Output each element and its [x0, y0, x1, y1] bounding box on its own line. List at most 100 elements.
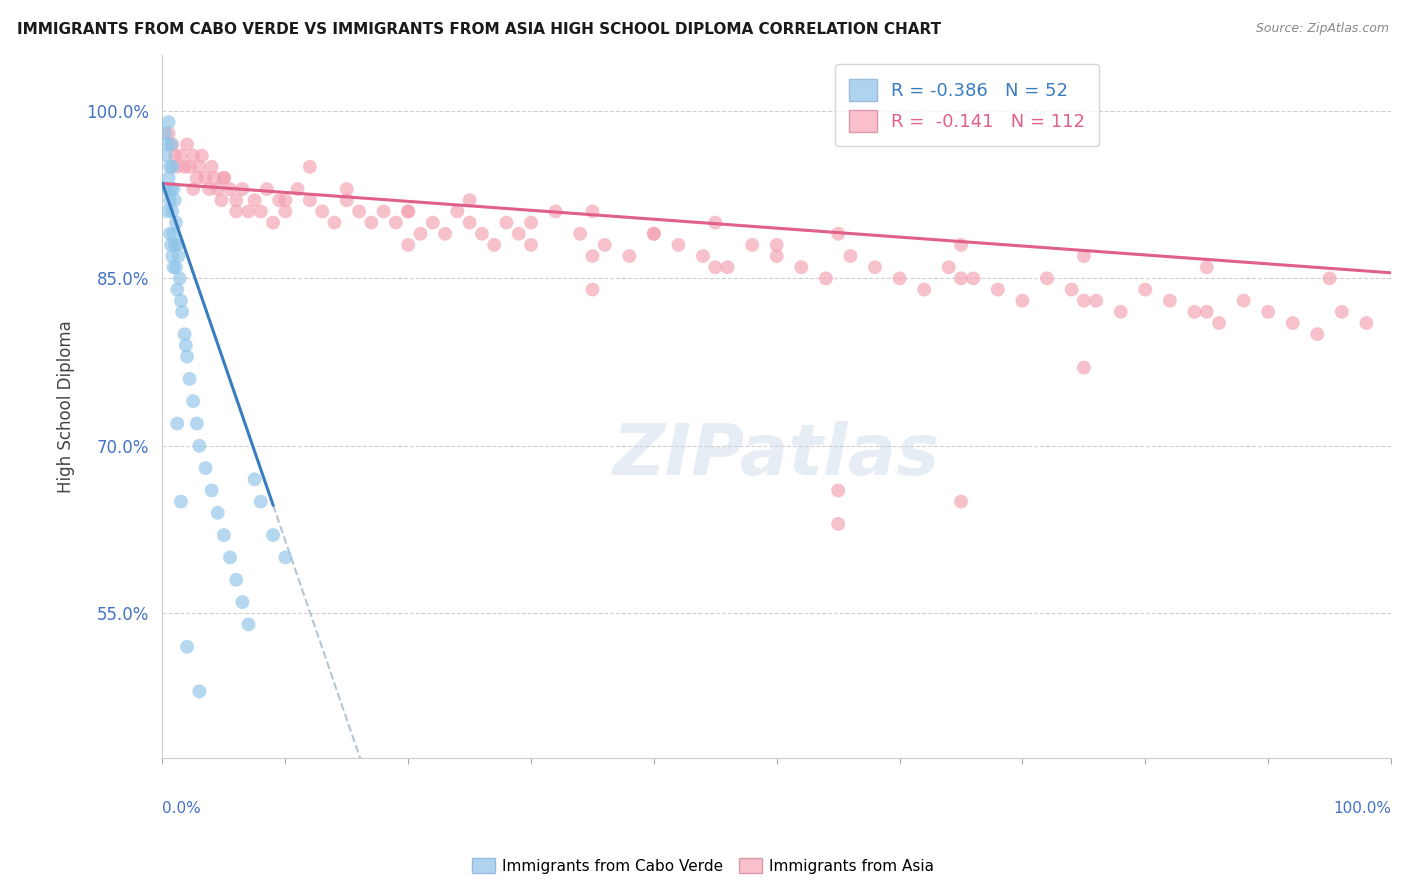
Point [256, 182, 278, 196]
Point [396, 204, 419, 219]
Point [668, 238, 690, 252]
Point [162, 227, 184, 241]
Legend: R = -0.386   N = 52, R =  -0.141   N = 112: R = -0.386 N = 52, R = -0.141 N = 112 [835, 64, 1099, 146]
Point [619, 249, 641, 263]
Text: 100.0%: 100.0% [1333, 800, 1391, 815]
Text: Source: ZipAtlas.com: Source: ZipAtlas.com [1256, 22, 1389, 36]
Point [167, 249, 190, 263]
Point [1330, 305, 1353, 319]
Point [347, 204, 370, 219]
Point [188, 684, 211, 698]
Point [1159, 293, 1181, 308]
Point [165, 260, 187, 275]
Point [219, 550, 242, 565]
Point [225, 573, 247, 587]
Point [169, 271, 191, 285]
Point [827, 516, 849, 531]
Point [153, 126, 176, 140]
Point [704, 216, 727, 230]
Point [643, 227, 665, 241]
Point [765, 249, 787, 263]
Point [863, 260, 886, 275]
Point [160, 238, 183, 252]
Point [385, 216, 408, 230]
Point [482, 238, 505, 252]
Point [269, 193, 291, 207]
Text: 0.0%: 0.0% [163, 800, 201, 815]
Point [765, 238, 787, 252]
Point [1109, 305, 1132, 319]
Point [238, 617, 260, 632]
Point [163, 148, 186, 162]
Point [1060, 283, 1083, 297]
Point [194, 170, 217, 185]
Point [156, 137, 179, 152]
Point [1073, 360, 1095, 375]
Point [938, 260, 960, 275]
Point [1184, 305, 1206, 319]
Point [162, 160, 184, 174]
Point [238, 204, 260, 219]
Point [225, 193, 247, 207]
Point [274, 204, 297, 219]
Point [249, 494, 271, 508]
Point [274, 193, 297, 207]
Point [950, 271, 973, 285]
Point [188, 160, 211, 174]
Point [163, 238, 186, 252]
Point [1135, 283, 1157, 297]
Point [434, 227, 457, 241]
Point [520, 216, 543, 230]
Point [643, 227, 665, 241]
Point [176, 640, 198, 654]
Point [231, 595, 253, 609]
Point [1011, 293, 1033, 308]
Point [172, 305, 194, 319]
Point [166, 238, 188, 252]
Point [912, 283, 935, 297]
Point [173, 160, 195, 174]
Point [692, 249, 714, 263]
Point [166, 160, 188, 174]
Point [458, 193, 481, 207]
Point [188, 439, 211, 453]
Point [186, 417, 208, 431]
Point [1073, 249, 1095, 263]
Point [201, 160, 224, 174]
Point [211, 193, 233, 207]
Point [839, 249, 862, 263]
Point [495, 216, 517, 230]
Point [202, 170, 225, 185]
Point [593, 238, 616, 252]
Point [162, 182, 184, 196]
Legend: Immigrants from Cabo Verde, Immigrants from Asia: Immigrants from Cabo Verde, Immigrants f… [465, 852, 941, 880]
Point [569, 227, 592, 241]
Point [174, 338, 197, 352]
Point [173, 327, 195, 342]
Point [157, 115, 180, 129]
Y-axis label: High School Diploma: High School Diploma [58, 320, 75, 493]
Point [191, 148, 214, 162]
Point [166, 417, 188, 431]
Point [814, 271, 837, 285]
Point [181, 182, 204, 196]
Point [741, 238, 763, 252]
Point [298, 193, 321, 207]
Point [962, 271, 984, 285]
Point [716, 260, 738, 275]
Point [1306, 327, 1329, 342]
Point [889, 271, 911, 285]
Point [446, 204, 468, 219]
Point [176, 350, 198, 364]
Point [181, 394, 204, 409]
Point [520, 238, 543, 252]
Point [422, 216, 444, 230]
Point [458, 216, 481, 230]
Point [1195, 260, 1218, 275]
Point [1195, 305, 1218, 319]
Point [160, 137, 183, 152]
Point [225, 204, 247, 219]
Point [581, 283, 603, 297]
Point [544, 204, 567, 219]
Point [207, 182, 229, 196]
